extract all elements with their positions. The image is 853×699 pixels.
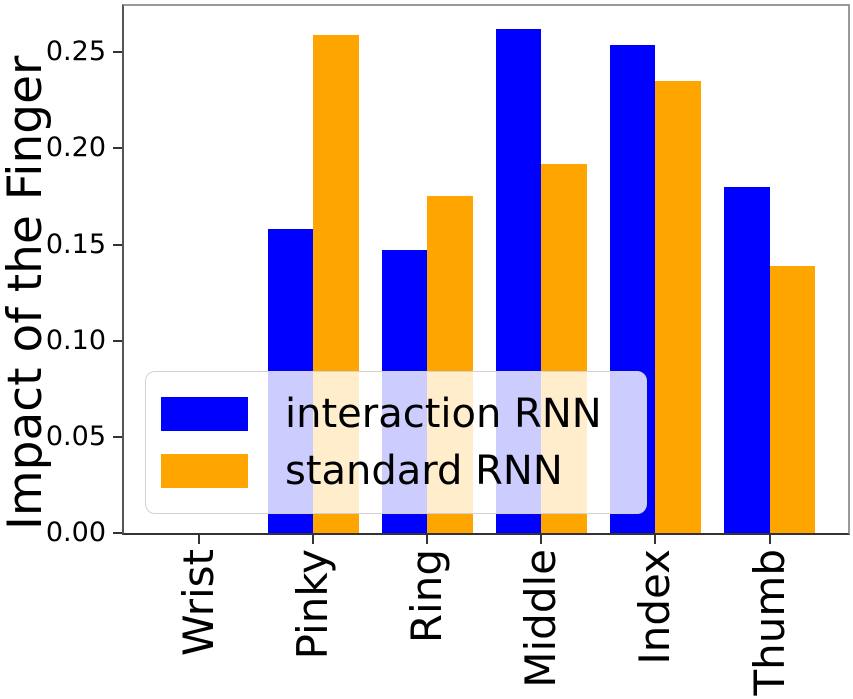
legend-swatch-standard-rnn xyxy=(161,454,248,489)
bar-standard-rnn-index xyxy=(655,81,701,533)
x-tick-label-wrist: Wrist xyxy=(174,549,223,656)
plot-area: interaction RNN standard RNN xyxy=(122,4,850,535)
x-tick-mark xyxy=(198,535,200,544)
x-tick-mark xyxy=(312,535,315,544)
legend-label-standard-rnn: standard RNN xyxy=(285,448,563,495)
x-tick-label-index: Index xyxy=(630,549,680,665)
legend-swatch-interaction-rnn xyxy=(161,396,248,431)
y-tick-label: 0.00 xyxy=(45,517,106,548)
legend-label-interaction-rnn: interaction RNN xyxy=(285,390,602,437)
y-tick-label: 0.05 xyxy=(45,420,106,452)
legend-item-interaction-rnn: interaction RNN xyxy=(146,394,646,434)
x-tick-label-ring: Ring xyxy=(402,549,452,644)
x-tick-mark xyxy=(768,535,771,544)
y-tick-label: 0.25 xyxy=(45,36,106,68)
y-tick-label: 0.20 xyxy=(45,132,106,164)
y-tick-label: 0.10 xyxy=(45,324,106,356)
bar-standard-rnn-thumb xyxy=(769,265,815,533)
legend-item-standard-rnn: standard RNN xyxy=(146,451,646,491)
y-tick-mark xyxy=(113,51,122,54)
x-tick-mark xyxy=(654,535,657,544)
x-tick-label-pinky: Pinky xyxy=(288,549,338,660)
y-tick-label: 0.15 xyxy=(45,228,106,260)
y-axis-title: Impact of the Finger xyxy=(0,55,53,531)
x-tick-mark xyxy=(426,535,429,544)
legend: interaction RNN standard RNN xyxy=(145,371,647,514)
x-tick-mark xyxy=(540,535,543,544)
x-tick-label-middle: Middle xyxy=(516,549,566,688)
bar-interaction-rnn-thumb xyxy=(724,186,770,533)
y-tick-mark xyxy=(113,243,122,246)
x-tick-label-thumb: Thumb xyxy=(744,549,794,696)
y-tick-mark xyxy=(113,435,122,438)
y-tick-mark xyxy=(113,147,122,150)
y-tick-mark xyxy=(113,532,122,534)
y-tick-mark xyxy=(113,339,122,342)
